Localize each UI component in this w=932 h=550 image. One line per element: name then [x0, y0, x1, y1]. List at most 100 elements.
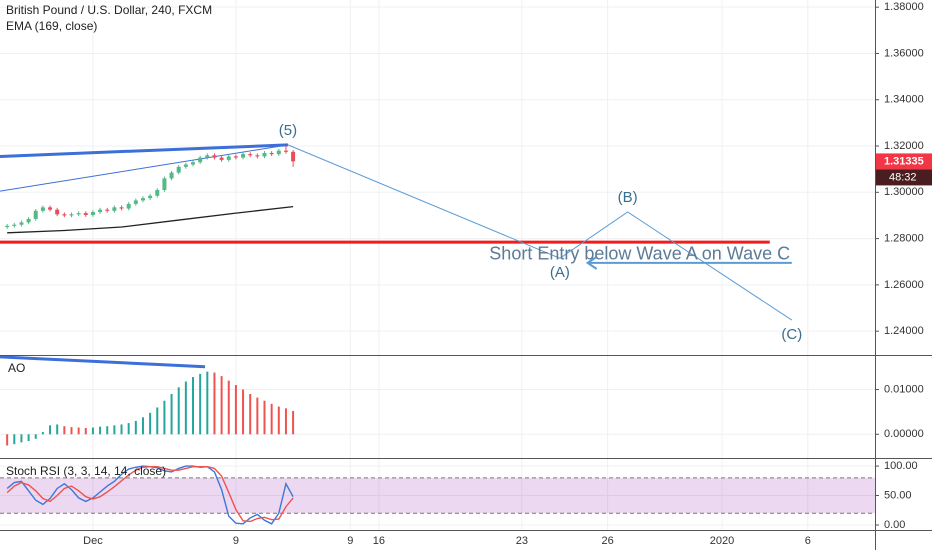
stoch-line — [6, 465, 294, 523]
ao-bar — [277, 406, 280, 435]
y-tick-label: 1.36000 — [884, 47, 924, 59]
ao-bar — [141, 417, 144, 435]
candle-body — [219, 157, 224, 160]
candle-body — [212, 155, 217, 158]
indicator-label: AO — [8, 361, 25, 375]
ao-bar — [156, 407, 159, 435]
candle-body — [169, 172, 174, 179]
y-tick-label: 0.01000 — [884, 383, 924, 395]
indicator-label: Stoch RSI (3, 3, 14, 14, close) — [6, 464, 166, 478]
ao-bar — [206, 371, 209, 435]
ao-bar — [113, 425, 116, 435]
y-tick-label: 1.30000 — [884, 186, 924, 198]
candle-body — [269, 152, 274, 155]
candle-body — [133, 200, 138, 204]
x-tick-label: 9 — [347, 535, 353, 547]
candle-body — [76, 213, 81, 215]
y-tick-label: 1.28000 — [884, 233, 924, 245]
wave-label: (C) — [781, 326, 802, 343]
candle-body — [112, 207, 117, 211]
x-tick-label: 26 — [602, 535, 614, 547]
ao-bar — [284, 408, 287, 435]
ao-bar — [220, 376, 223, 435]
y-tick-label: 50.00 — [884, 489, 912, 501]
candle-body — [148, 195, 153, 199]
trend-line — [0, 144, 289, 192]
ao-bar — [149, 412, 152, 435]
candle-body — [262, 152, 267, 157]
candle-body — [33, 210, 38, 219]
y-tick-label: 1.38000 — [884, 1, 924, 13]
candle-body — [233, 156, 238, 158]
y-tick-label: 0.00 — [884, 519, 905, 531]
grid — [0, 0, 879, 530]
ao-bar — [27, 434, 30, 441]
x-tick-label: 16 — [373, 535, 385, 547]
ao-bar — [106, 426, 109, 435]
candle-body — [105, 209, 110, 211]
candle-body — [226, 156, 231, 160]
candle-body — [55, 209, 60, 215]
stoch-band — [0, 477, 875, 514]
ao-bar — [70, 427, 73, 435]
ao-bar — [270, 403, 273, 435]
ao-bar — [199, 373, 202, 435]
ao-bar — [263, 400, 266, 435]
candle-body — [248, 154, 253, 156]
ao-bar — [213, 372, 216, 435]
candle-body — [98, 209, 103, 212]
last-price-label: 1.31335 — [884, 155, 924, 167]
candle-body — [40, 207, 45, 211]
countdown-box — [876, 169, 932, 186]
candle-body — [90, 211, 95, 215]
ao-bar — [34, 434, 37, 439]
x-tick-label: Dec — [83, 535, 103, 547]
ao-bar — [127, 423, 130, 435]
ao-bar — [99, 426, 102, 435]
candle-body — [5, 225, 10, 228]
candle-body — [19, 222, 24, 225]
y-tick-label: 0.00000 — [884, 428, 924, 440]
annotation-text: Short Entry below Wave A on Wave C — [489, 244, 790, 264]
x-tick-label: 2020 — [710, 535, 734, 547]
x-tick-label: 6 — [805, 535, 811, 547]
last-price-box — [876, 153, 932, 170]
countdown-label: 48:32 — [889, 171, 917, 183]
ao-bar — [13, 434, 16, 445]
candle-body — [183, 164, 188, 167]
ao-bar — [192, 377, 195, 435]
y-tick-label: 100.00 — [884, 460, 918, 472]
ao-bar — [6, 434, 9, 446]
candle-body — [291, 151, 296, 162]
ao-bar — [227, 380, 230, 435]
plot — [0, 143, 875, 525]
ao-bar — [49, 425, 52, 435]
candle-body — [83, 213, 88, 215]
ao-bar — [170, 394, 173, 435]
candle-body — [198, 157, 203, 163]
ao-bar — [91, 427, 94, 435]
candle-body — [48, 207, 53, 210]
x-tick-label: 9 — [233, 535, 239, 547]
ao-bar — [177, 387, 180, 435]
ao-bar — [249, 394, 252, 435]
candle-body — [276, 150, 281, 155]
y-tick-label: 1.24000 — [884, 325, 924, 337]
x-tick-label: 23 — [516, 535, 528, 547]
candle-body — [12, 224, 17, 226]
wave-label: (5) — [279, 122, 297, 139]
candle-body — [205, 155, 210, 158]
wave-label: (B) — [618, 189, 638, 206]
candle-body — [255, 155, 260, 157]
ao-bar — [134, 420, 137, 435]
candle-body — [241, 154, 246, 158]
candle-body — [26, 218, 31, 223]
ao-bar — [163, 400, 166, 435]
ema-line — [7, 206, 294, 234]
ao-bar — [234, 385, 237, 435]
candle-body — [283, 150, 288, 152]
ao-bar — [56, 424, 59, 435]
ao-bar — [184, 381, 187, 435]
ao-bar — [256, 397, 259, 435]
